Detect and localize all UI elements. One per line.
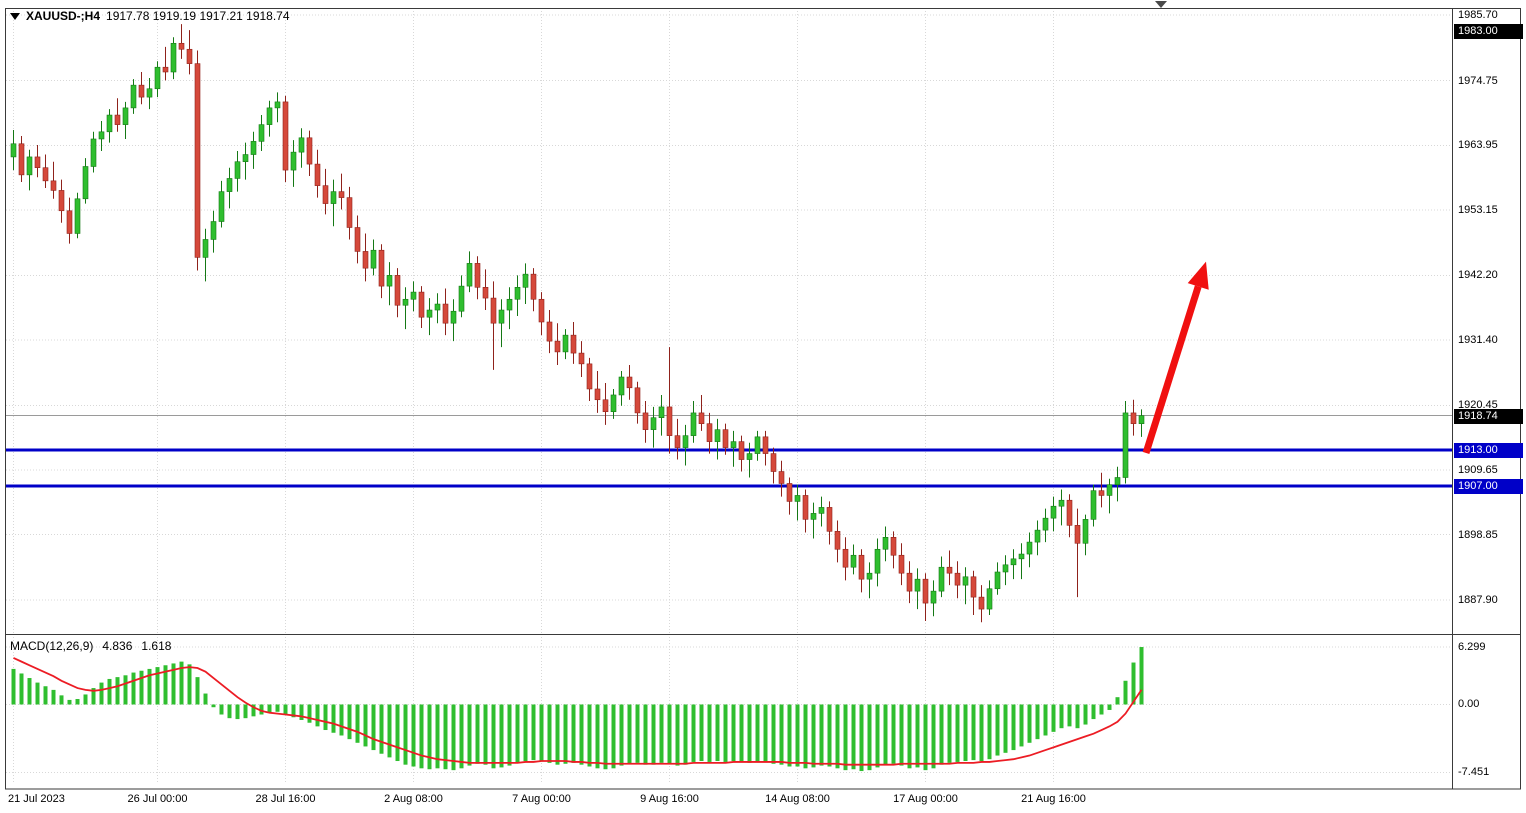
time-tick-label: 14 Aug 08:00: [765, 793, 830, 805]
price-tick-label: 1898.85: [1458, 528, 1498, 541]
price-tick-label: 1985.70: [1458, 9, 1498, 22]
time-tick-label: 17 Aug 00:00: [893, 793, 958, 805]
time-tick-label: 7 Aug 00:00: [512, 793, 571, 805]
time-tick-label: 26 Jul 00:00: [127, 793, 188, 805]
price-tick-label: 1953.15: [1458, 203, 1498, 216]
macd-tick-label: 0.00: [1458, 698, 1480, 711]
macd-main-value: 4.836: [102, 639, 133, 653]
time-scale[interactable]: 21 Jul 2023 26 Jul 00:00 28 Jul 16:00 2 Aug…: [0, 789, 1526, 813]
price-tick-label: 1909.65: [1458, 464, 1498, 477]
chart-shift-marker-icon[interactable]: [1155, 1, 1167, 8]
candles-series: [10, 24, 1145, 623]
grid: [6, 8, 1452, 782]
macd-signal-value: 1.618: [141, 639, 172, 653]
macd-histogram: [11, 647, 1144, 772]
macd-tick-label: 6.299: [1458, 641, 1486, 654]
symbol-dropdown-icon: [10, 12, 20, 20]
price-tick-label: 1931.40: [1458, 333, 1498, 346]
price-scale[interactable]: 1985.70 1974.75 1963.95 1953.15 1942.20 1931.…: [1453, 0, 1526, 813]
price-tick-label: 1942.20: [1458, 269, 1498, 282]
price-tick-label: 1963.95: [1458, 139, 1498, 152]
price-badge-1983.00: 1983.00: [1454, 24, 1523, 40]
macd-tick-label: -7.451: [1458, 766, 1490, 779]
time-tick-label: 21 Jul 2023: [8, 793, 65, 805]
trend-arrow[interactable]: [1142, 261, 1209, 455]
ohlc-label: 1917.78 1919.19 1917.21 1918.74: [106, 9, 290, 23]
price-badge-1907.00: 1907.00: [1454, 478, 1523, 494]
macd-signal-line: [13, 657, 1143, 766]
pane-frame: [5, 8, 1521, 790]
macd-name: MACD(12,26,9): [10, 639, 94, 653]
symbol-period-label: XAUUSD-;H4: [26, 9, 101, 23]
price-tick-label: 1974.75: [1458, 74, 1498, 87]
time-tick-label: 21 Aug 16:00: [1021, 793, 1086, 805]
macd-indicator-label: MACD(12,26,9) 4.836 1.618: [10, 639, 171, 653]
price-tick-label: 1887.90: [1458, 594, 1498, 607]
chart-title: XAUUSD-;H4 1917.78 1919.19 1917.21 1918.…: [10, 9, 290, 23]
price-badge-1918.74: 1918.74: [1454, 408, 1523, 424]
time-tick-label: 2 Aug 08:00: [384, 793, 443, 805]
time-tick-label: 9 Aug 16:00: [640, 793, 699, 805]
price-tick-label: 1920.45: [1458, 399, 1498, 412]
time-tick-label: 28 Jul 16:00: [255, 793, 316, 805]
price-badge-1913.00: 1913.00: [1454, 442, 1523, 458]
